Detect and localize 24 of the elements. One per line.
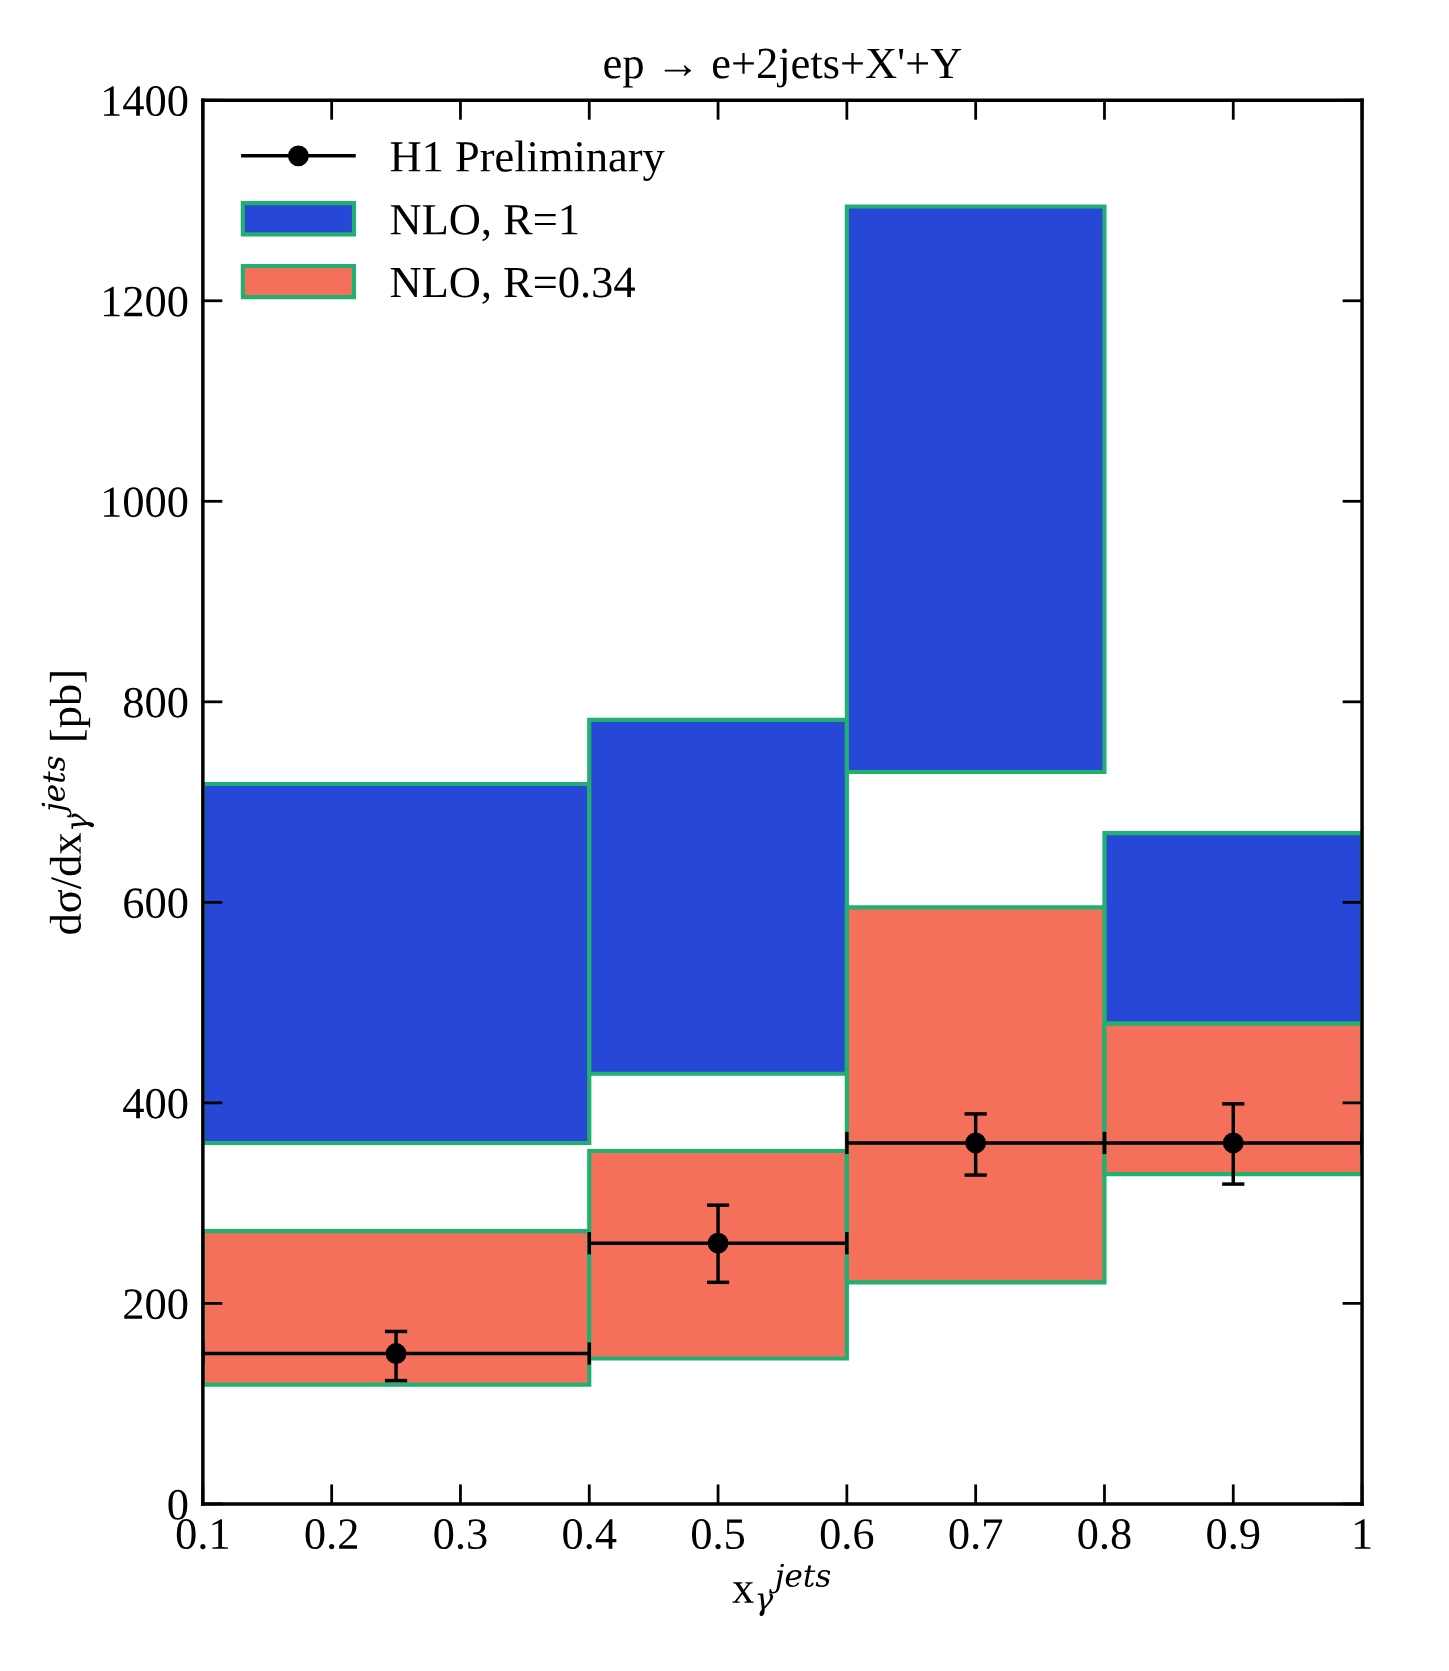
legend-label: NLO, R=0.34 xyxy=(390,267,635,304)
y-tick-label: 0 xyxy=(168,1489,188,1520)
x-tick-label: 0.7 xyxy=(949,1519,1003,1550)
chart-title: ep → e+2jets+X'+Y xyxy=(604,48,962,88)
x-tick-label: 1 xyxy=(1354,1519,1371,1549)
legend-label: H1 Preliminary xyxy=(390,140,665,181)
y-axis-title: dσ/dx$_{γ}$$^{jets}$ [pb] xyxy=(41,672,95,934)
x-tick-label: 0.4 xyxy=(563,1519,617,1550)
x-tick-label: 0.8 xyxy=(1078,1519,1131,1550)
x-tick-label: 0.9 xyxy=(1207,1519,1260,1550)
y-tick-label: 800 xyxy=(124,687,188,718)
x-tick-label: 0.5 xyxy=(691,1519,745,1550)
x-axis-title: x$_{γ}$$^{jets}$ xyxy=(732,1563,831,1617)
x-tick-label: 0.1 xyxy=(176,1519,228,1550)
y-tick-label: 200 xyxy=(124,1289,188,1320)
y-tick-label: 600 xyxy=(124,888,188,919)
y-tick-label: 1200 xyxy=(103,286,188,317)
legend-label: NLO, R=1 xyxy=(390,204,578,242)
y-tick-label: 400 xyxy=(123,1088,188,1119)
x-tick-label: 0.2 xyxy=(305,1519,357,1550)
x-tick-label: 0.6 xyxy=(820,1519,874,1550)
y-tick-label: 1400 xyxy=(103,86,188,117)
x-tick-label: 0.3 xyxy=(434,1519,487,1550)
y-tick-label: 1000 xyxy=(103,487,188,518)
